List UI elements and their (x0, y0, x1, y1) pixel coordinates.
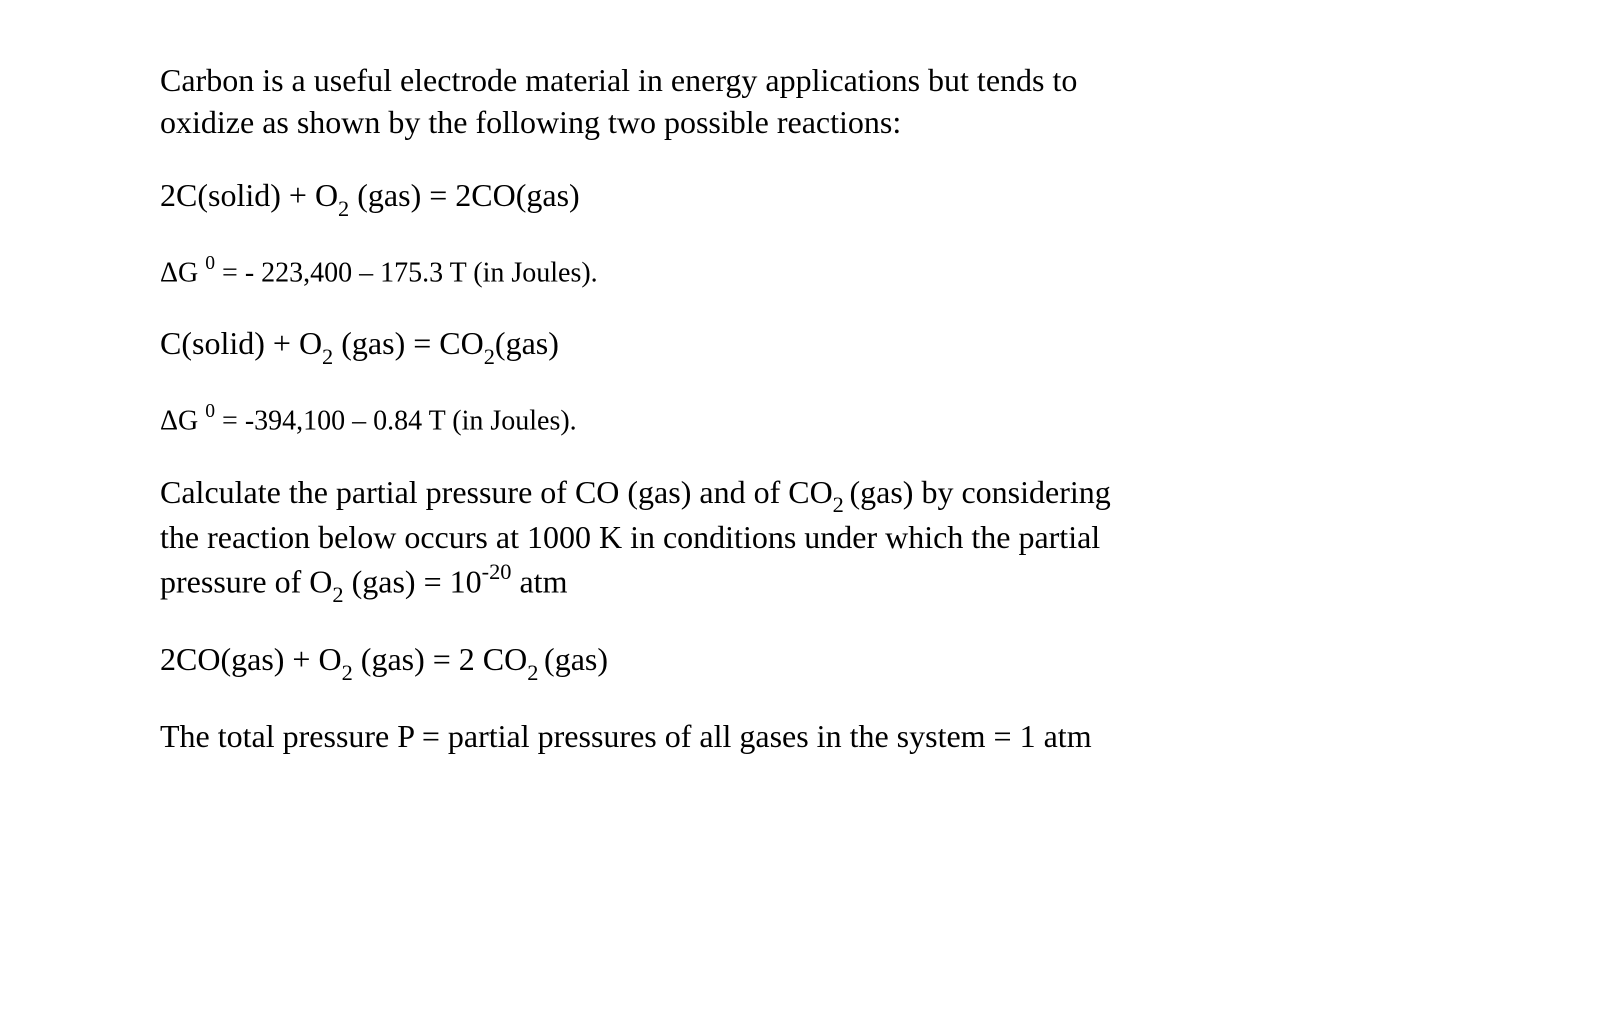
intro-paragraph: Carbon is a useful electrode material in… (160, 60, 1450, 143)
q-line3b: (gas) = 10 (344, 563, 482, 599)
reaction2-sub2: 2 (484, 344, 495, 369)
delta-g-1: ΔG 0 = - 223,400 – 175.3 T (in Joules). (160, 253, 1450, 292)
reaction1-rest: (gas) = 2CO(gas) (349, 177, 579, 213)
q-line1-sub: 2 (833, 492, 850, 517)
reaction2-mid: (gas) = CO (333, 325, 483, 361)
reaction-1: 2C(solid) + O2 (gas) = 2CO(gas) (160, 175, 1450, 221)
q-line3-sub: 2 (332, 582, 343, 607)
reaction3-sub2: 2 (527, 660, 544, 685)
reaction1-text: 2C(solid) + O (160, 177, 338, 213)
reaction2-rest: (gas) (495, 325, 559, 361)
reaction3-sub1: 2 (342, 660, 353, 685)
reaction3-prefix: 2CO(gas) + O (160, 641, 342, 677)
dg1-prefix: ΔG (160, 257, 205, 288)
q-line1b: (gas) by considering (849, 474, 1110, 510)
reaction-3: 2CO(gas) + O2 (gas) = 2 CO2 (gas) (160, 639, 1450, 685)
question-paragraph: Calculate the partial pressure of CO (ga… (160, 472, 1450, 607)
document-body: Carbon is a useful electrode material in… (0, 0, 1610, 758)
q-line2: the reaction below occurs at 1000 K in c… (160, 519, 1100, 555)
dg1-sup: 0 (205, 253, 215, 274)
dg2-prefix: ΔG (160, 405, 205, 436)
reaction2-prefix: C(solid) + O (160, 325, 322, 361)
intro-line2: oxidize as shown by the following two po… (160, 104, 901, 140)
dg2-rest: = -394,100 – 0.84 T (in Joules). (215, 405, 577, 436)
intro-line1: Carbon is a useful electrode material in… (160, 62, 1077, 98)
q-line3-sup: -20 (482, 559, 512, 584)
final-line: The total pressure P = partial pressures… (160, 718, 1092, 754)
dg1-rest: = - 223,400 – 175.3 T (in Joules). (215, 257, 598, 288)
dg2-sup: 0 (205, 401, 215, 422)
delta-g-2: ΔG 0 = -394,100 – 0.84 T (in Joules). (160, 401, 1450, 440)
reaction1-sub: 2 (338, 196, 349, 221)
final-paragraph: The total pressure P = partial pressures… (160, 716, 1450, 758)
reaction2-sub1: 2 (322, 344, 333, 369)
q-line3a: pressure of O (160, 563, 332, 599)
q-line3c: atm (511, 563, 567, 599)
reaction3-mid: (gas) = 2 CO (353, 641, 527, 677)
q-line1a: Calculate the partial pressure of CO (ga… (160, 474, 833, 510)
reaction3-rest: (gas) (544, 641, 608, 677)
reaction-2: C(solid) + O2 (gas) = CO2(gas) (160, 323, 1450, 369)
